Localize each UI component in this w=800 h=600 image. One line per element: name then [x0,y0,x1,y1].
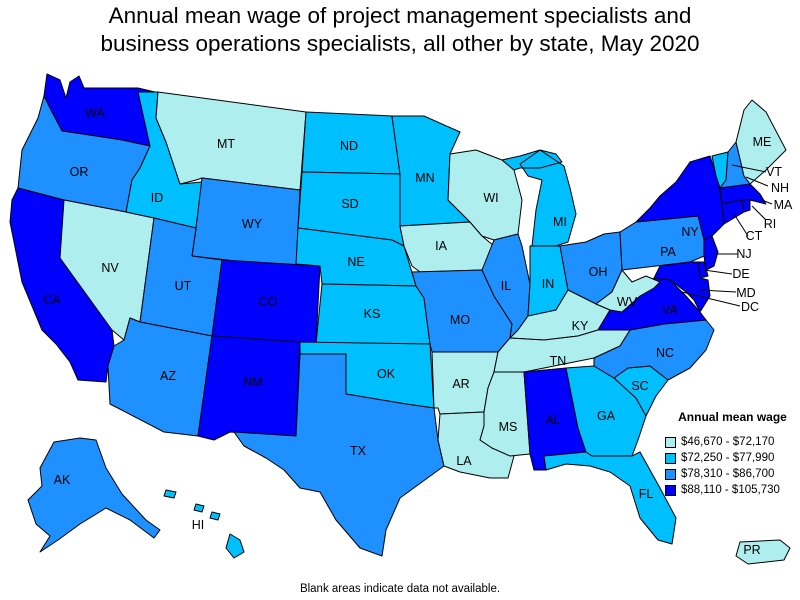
state-label-ms: MS [499,420,518,434]
legend: Annual mean wage $46,670 - $72,170 $72,2… [665,410,800,498]
legend-item: $88,110 - $105,730 [665,482,800,498]
state-label-pa: PA [660,245,676,259]
state-label-tn: TN [550,354,567,368]
state-label-mi: MI [553,215,567,229]
state-label-ma: MA [774,198,793,212]
state-label-pr: PR [743,543,760,557]
state-label-il: IL [501,279,511,293]
state-label-ri: RI [764,217,777,231]
state-label-oh: OH [589,265,608,279]
state-label-nd: ND [340,139,358,153]
state-label-nc: NC [656,346,674,360]
legend-swatch [665,436,676,448]
state-label-me: ME [753,135,772,149]
state-label-mt: MT [217,137,235,151]
state-label-nh: NH [771,181,789,195]
state-label-al: AL [545,413,560,427]
state-label-wy: WY [242,217,263,231]
state-label-id: ID [151,191,164,205]
state-label-ky: KY [572,319,589,333]
state-label-la: LA [456,454,472,468]
state-label-ak: AK [54,473,71,487]
footnote: Blank areas indicate data not available. [299,583,501,595]
state-hi[interactable] [163,489,245,559]
state-label-nv: NV [101,261,119,275]
state-mi[interactable] [501,149,577,247]
state-label-ut: UT [175,279,192,293]
legend-title: Annual mean wage [678,410,787,424]
state-label-mo: MO [450,313,470,327]
state-label-dc: DC [741,300,759,314]
state-label-tx: TX [350,444,367,458]
state-fl[interactable] [543,451,677,545]
state-ak[interactable] [27,437,161,553]
state-md[interactable] [653,261,711,313]
map-title: Annual mean wage of project management s… [0,2,800,58]
state-label-sc: SC [631,379,648,393]
state-label-vt: VT [766,165,782,179]
state-label-wi: WI [483,191,498,205]
state-me[interactable] [735,99,787,185]
state-wv[interactable] [595,269,661,313]
legend-swatch [665,468,676,480]
title-line-1: Annual mean wage of project management s… [108,3,692,28]
state-ma[interactable] [719,183,767,205]
state-label-ia: IA [435,239,447,253]
state-label-hi: HI [192,518,205,532]
state-label-ne: NE [347,255,364,269]
state-label-ks: KS [364,307,381,321]
legend-label: $46,670 - $72,170 [681,436,775,448]
state-label-va: VA [662,303,678,317]
state-nj[interactable] [703,235,719,271]
state-label-wa: WA [85,106,105,120]
state-tx[interactable] [233,353,445,557]
legend-item: $78,310 - $86,700 [665,466,800,482]
state-label-de: DE [732,267,749,281]
state-label-mn: MN [415,171,434,185]
state-label-ok: OK [377,367,396,381]
legend-swatch [665,484,676,496]
state-label-co: CO [259,295,278,309]
legend-label: $88,110 - $105,730 [681,484,780,496]
state-pr[interactable] [735,539,791,565]
state-label-or: OR [70,165,89,179]
state-label-fl: FL [639,487,654,501]
title-line-2: business operations specialists, all oth… [100,31,700,56]
state-label-nj: NJ [736,247,751,261]
state-ri[interactable] [741,199,751,213]
state-label-sd: SD [341,197,358,211]
state-label-wv: WV [617,295,638,309]
legend-label: $78,310 - $86,700 [681,468,775,480]
state-label-ar: AR [452,377,469,391]
state-label-nm: NM [243,375,262,389]
state-label-ny: NY [681,225,699,239]
legend-label: $72,250 - $77,990 [681,452,775,464]
state-label-ca: CA [43,293,61,307]
state-label-az: AZ [160,369,176,383]
state-label-ga: GA [597,409,616,423]
legend-swatch [665,452,676,464]
callout-leaders [681,164,773,307]
state-label-md: MD [736,286,755,300]
state-label-in: IN [542,277,555,291]
legend-item: $72,250 - $77,990 [665,450,800,466]
state-label-ct: CT [746,229,763,243]
legend-item: $46,670 - $72,170 [665,434,800,450]
